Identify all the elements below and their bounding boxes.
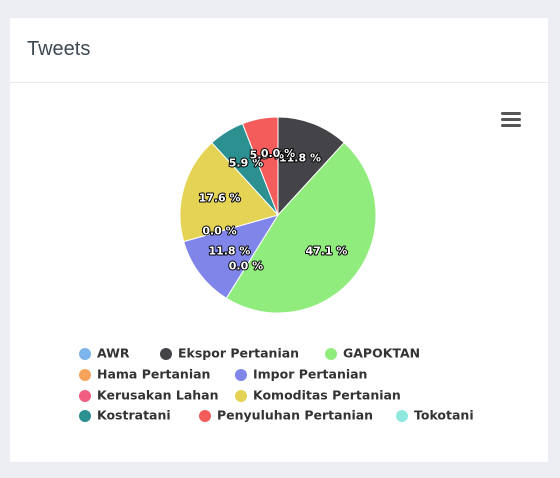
- data-label: 5.9 %: [229, 156, 263, 169]
- pie-slice[interactable]: [225, 141, 377, 314]
- legend-label[interactable]: AWR: [97, 346, 130, 361]
- pie-slice[interactable]: [179, 141, 279, 243]
- legend-marker: [79, 390, 91, 402]
- legend-marker: [160, 348, 172, 360]
- menu-bar: [501, 118, 521, 121]
- legend-label[interactable]: Penyuluhan Pertanian: [217, 408, 373, 423]
- menu-button[interactable]: [501, 112, 521, 127]
- data-label: 47.1 %: [305, 245, 347, 258]
- legend-marker: [235, 390, 247, 402]
- data-label: 0.0 %: [202, 224, 236, 237]
- data-label: 11.8 %: [279, 151, 321, 164]
- legend-marker: [325, 348, 337, 360]
- data-label: 0.0 %: [261, 147, 295, 160]
- data-label: 5.9 %: [250, 148, 284, 161]
- data-label: 17.6 %: [199, 191, 241, 204]
- legend-marker: [199, 410, 211, 422]
- legend-marker: [79, 348, 91, 360]
- legend-label[interactable]: Kerusakan Lahan: [97, 388, 219, 403]
- legend-marker: [79, 410, 91, 422]
- legend-marker: [396, 410, 408, 422]
- pie-slice[interactable]: [277, 116, 345, 217]
- data-label: 0.0 %: [261, 147, 295, 160]
- legend-label[interactable]: GAPOKTAN: [343, 346, 420, 361]
- pie-slice[interactable]: [183, 214, 280, 299]
- legend-marker: [235, 369, 247, 381]
- menu-bar: [501, 112, 521, 115]
- legend-label[interactable]: Ekspor Pertanian: [178, 346, 299, 361]
- menu-bar: [501, 124, 521, 127]
- legend-label[interactable]: Impor Pertanian: [253, 367, 367, 382]
- legend-label[interactable]: Hama Pertanian: [97, 367, 210, 382]
- legend-label[interactable]: Tokotani: [414, 408, 474, 423]
- data-label: 0.0 %: [229, 260, 263, 273]
- legend-marker: [79, 369, 91, 381]
- card-title: Tweets: [10, 18, 548, 83]
- data-label: 11.8 %: [208, 245, 250, 258]
- legend-label[interactable]: Kostratani: [97, 408, 171, 423]
- legend-label[interactable]: Komoditas Pertanian: [253, 388, 401, 403]
